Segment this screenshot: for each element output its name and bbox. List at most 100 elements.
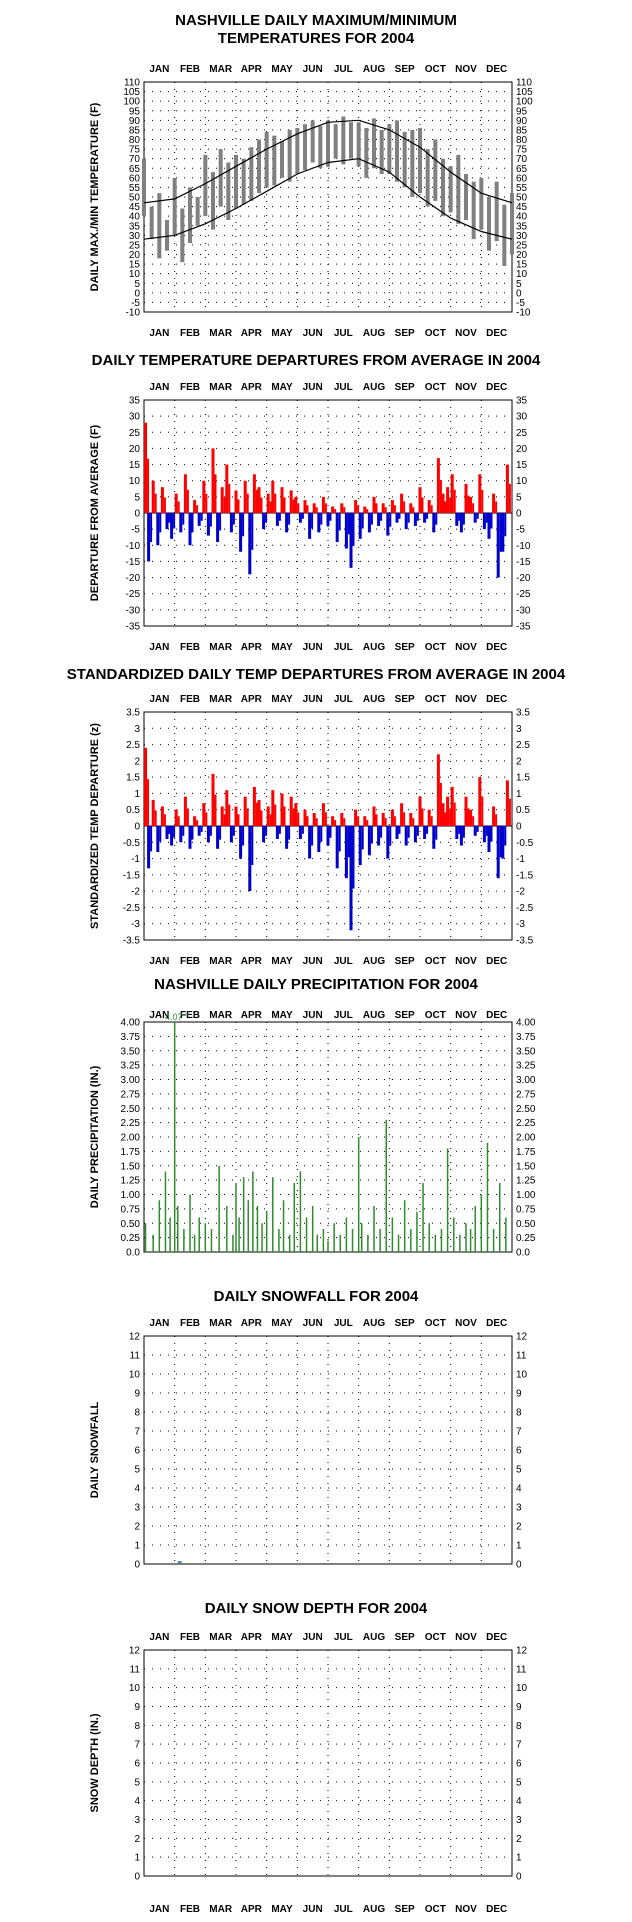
y-tick-label-right: -25 [516,589,531,600]
month-label-top: MAY [271,382,293,393]
y-tick-label-right: 4.00 [516,1018,536,1029]
month-label-top: DEC [486,1318,507,1329]
y-tick-label-left: -35 [126,622,141,633]
y-tick-label-right: 3.75 [516,1032,536,1043]
month-label-top: SEP [395,382,415,393]
month-label-top: SEP [395,64,415,75]
month-label-top: JUN [303,1632,323,1643]
month-label-top: DEC [486,64,507,75]
y-tick-label-right: 5 [516,492,522,503]
y-tick-label-left: -10 [126,541,141,552]
month-label-top: AUG [363,694,385,705]
y-tick-label-left: 50 [129,193,141,204]
month-label-bottom: MAR [209,1904,233,1915]
y-tick-label-left: 3 [134,1503,140,1514]
y-tick-label-right: 3 [516,1815,522,1826]
y-tick-label-right: -10 [516,541,531,552]
month-label-top: FEB [180,382,200,393]
month-label-bottom: APR [241,956,263,967]
y-tick-label-right: 3.00 [516,1075,536,1086]
month-label-top: JAN [149,64,169,75]
y-tick-label-right: 1.75 [516,1147,536,1158]
month-label-top: JAN [149,694,169,705]
y-tick-label-left: 15 [129,260,141,271]
y-tick-label-right: -1.5 [516,870,534,881]
y-tick-label-right: 6 [516,1446,522,1457]
y-tick-label-right: -10 [516,308,531,319]
chart-precip: 0.0 0.0 0.25 0.25 0.50 0.50 0.75 0.75 1.00 1.00 1.… [89,1010,536,1259]
month-label-top: APR [241,64,263,75]
y-tick-label-right: 10 [516,1370,528,1381]
y-tick-label-right: 90 [516,116,528,127]
month-label-bottom: JUN [303,642,323,653]
y-tick-label-left: 2 [134,756,140,767]
y-tick-label-left: -15 [126,557,141,568]
month-label-bottom: JUL [334,328,353,339]
y-tick-label-right: 9 [516,1702,522,1713]
y-tick-label-right: 11 [516,1664,527,1675]
y-tick-label-right: 1 [516,1853,522,1864]
month-label-bottom: JAN [149,642,169,653]
y-tick-label-right: -20 [516,573,531,584]
y-axis-label: DAILY PRECIPITATION (IN.) [89,1065,101,1208]
month-label-top: MAR [209,64,233,75]
month-label-top: FEB [180,1318,200,1329]
y-tick-label-left: 3.5 [126,708,140,719]
y-tick-label-left: 2.5 [126,740,140,751]
y-tick-label-right: 15 [516,260,528,271]
y-tick-label-right: 25 [516,428,528,439]
y-tick-label-left: -5 [131,298,140,309]
month-label-top: JUN [303,64,323,75]
y-tick-label-left: 1.50 [121,1161,141,1172]
y-tick-label-right: 10 [516,476,528,487]
month-label-bottom: FEB [180,642,200,653]
y-tick-label-left: 25 [129,428,141,439]
month-label-bottom: AUG [363,956,385,967]
y-tick-label-right: 80 [516,135,528,146]
y-axis-label: SNOW DEPTH (IN.) [89,1713,101,1812]
y-tick-label-left: -2 [131,887,140,898]
y-tick-label-right: 0 [516,1560,522,1571]
y-tick-label-left: 9 [134,1702,140,1713]
y-tick-label-right: 0.0 [516,1248,530,1259]
month-label-top: JUL [334,1318,353,1329]
month-label-bottom: AUG [363,328,385,339]
month-label-top: NOV [455,694,477,705]
month-label-bottom: JUN [303,328,323,339]
y-tick-label-left: 0 [134,822,140,833]
y-tick-label-left: -1 [131,854,140,865]
y-tick-label-left: 8 [134,1408,140,1419]
y-tick-label-right: 7 [516,1427,522,1438]
y-tick-label-left: 65 [129,164,141,175]
y-tick-label-right: 5 [516,279,522,290]
y-tick-label-right: 40 [516,212,528,223]
month-label-top: OCT [425,1632,446,1643]
chart-title-snowdepth: DAILY SNOW DEPTH FOR 2004 [204,1600,428,1617]
month-label-top: MAY [271,1632,293,1643]
month-label-top: JUN [303,382,323,393]
y-tick-label-right: 0 [516,288,522,299]
y-tick-label-right: 3.5 [516,708,530,719]
y-tick-label-right: -5 [516,298,525,309]
y-tick-label-left: 1 [134,1541,140,1552]
y-tick-label-right: 85 [516,125,528,136]
chart-title-precip: NASHVILLE DAILY PRECIPITATION FOR 2004 [154,976,478,993]
y-tick-label-left: 9 [134,1389,140,1400]
y-tick-label-left: 5 [134,1777,140,1788]
month-label-top: OCT [425,382,446,393]
y-tick-label-left: 0.0 [126,1248,140,1259]
y-tick-label-right: 75 [516,145,528,156]
y-tick-label-left: 1.00 [121,1190,141,1201]
normal-high-line [143,119,513,204]
y-tick-label-right: 0 [516,1872,522,1883]
month-label-bottom: JAN [149,1904,169,1915]
y-tick-label-left: 20 [129,250,141,261]
month-label-top: DEC [486,1632,507,1643]
month-label-bottom: JUL [334,956,353,967]
y-tick-label-right: 8 [516,1408,522,1419]
y-tick-label-right: 7 [516,1740,522,1751]
month-label-bottom: FEB [180,1904,200,1915]
month-label-top: APR [241,1632,263,1643]
